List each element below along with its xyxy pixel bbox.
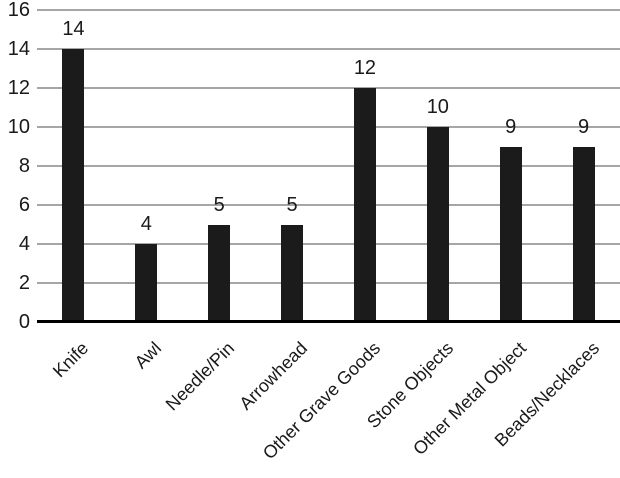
gridline (37, 9, 620, 11)
y-tick-label: 6 (18, 194, 30, 216)
gridline (37, 165, 620, 167)
gridline (37, 87, 620, 89)
bar-value-label: 4 (140, 213, 152, 235)
y-tick-label: 12 (7, 77, 30, 99)
y-tick-label: 16 (7, 0, 30, 21)
gridline (37, 243, 620, 245)
bar (426, 127, 449, 322)
x-axis-line (37, 320, 620, 323)
bar-value-label: 9 (578, 115, 590, 138)
gridline (37, 282, 620, 284)
y-tick-label: 4 (18, 233, 30, 255)
bar-value-label: 14 (62, 18, 85, 40)
gridline (37, 48, 620, 50)
y-tick-label: 0 (18, 311, 30, 333)
bar (281, 224, 304, 322)
bar-value-label: 5 (286, 193, 298, 216)
y-tick-label: 8 (18, 155, 30, 177)
bar-value-label: 12 (353, 57, 377, 79)
bar (499, 146, 522, 322)
y-tick-label: 10 (7, 116, 30, 138)
bar (572, 146, 595, 322)
y-tick-label: 2 (18, 272, 30, 294)
bar (135, 244, 158, 322)
bar (208, 224, 231, 322)
bar (353, 88, 376, 322)
bar-value-label: 10 (426, 96, 449, 118)
y-tick-label: 14 (7, 38, 30, 60)
bar (62, 49, 85, 322)
bar-value-label: 5 (213, 193, 225, 216)
gridline (37, 204, 620, 206)
bar-value-label: 9 (505, 115, 517, 138)
gridline (37, 126, 620, 128)
